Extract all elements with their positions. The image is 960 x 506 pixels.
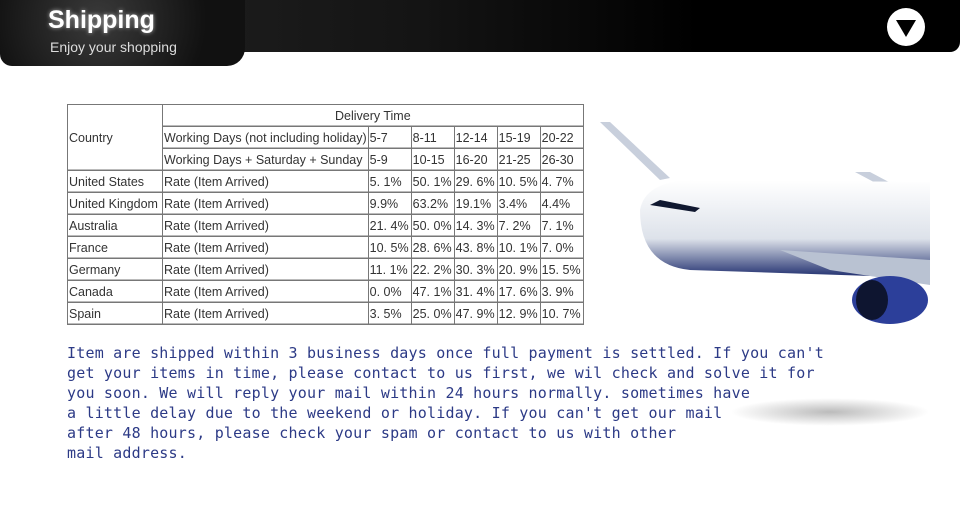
cell: 8-11: [410, 126, 455, 149]
cell: 21-25: [496, 148, 541, 171]
cell: 12-14: [453, 126, 498, 149]
cell: 26-30: [539, 148, 584, 171]
rate-cell: 21. 4%: [367, 214, 412, 237]
rate-cell: 3. 5%: [367, 302, 412, 325]
rate-label-cell: Rate (Item Arrived): [162, 258, 369, 281]
rate-cell: 3. 9%: [539, 280, 584, 303]
triangle-down-icon[interactable]: [887, 8, 925, 46]
table-row: Canada Rate (Item Arrived) 0. 0% 47. 1% 31. …: [67, 280, 584, 303]
rate-cell: 10. 5%: [496, 170, 541, 193]
rate-cell: 28. 6%: [410, 236, 455, 259]
cell: 15-19: [496, 126, 541, 149]
country-cell: France: [67, 236, 163, 259]
plane-shadow: [730, 398, 930, 426]
table-row: Spain Rate (Item Arrived) 3. 5% 25. 0% 47. 9…: [67, 302, 584, 325]
rate-cell: 7. 0%: [539, 236, 584, 259]
country-cell: Australia: [67, 214, 163, 237]
country-cell: Spain: [67, 302, 163, 325]
rate-cell: 11. 1%: [367, 258, 412, 281]
rate-cell: 14. 3%: [453, 214, 498, 237]
country-cell: Germany: [67, 258, 163, 281]
rate-cell: 10. 5%: [367, 236, 412, 259]
rate-cell: 7. 1%: [539, 214, 584, 237]
rate-cell: 50. 0%: [410, 214, 455, 237]
rate-cell: 22. 2%: [410, 258, 455, 281]
rate-label-cell: Rate (Item Arrived): [162, 236, 369, 259]
rate-cell: 29. 6%: [453, 170, 498, 193]
rate-cell: 9.9%: [367, 192, 412, 215]
rate-cell: 31. 4%: [453, 280, 498, 303]
airplane-image: [600, 122, 930, 324]
table-row: United Kingdom Rate (Item Arrived) 9.9% 63.…: [67, 192, 584, 215]
rate-cell: 47. 9%: [453, 302, 498, 325]
rate-cell: 7. 2%: [496, 214, 541, 237]
working-days-row: Working Days (not including holiday) 5-7…: [68, 126, 584, 149]
cell: 5-9: [367, 148, 412, 171]
rate-cell: 3.4%: [496, 192, 541, 215]
delivery-time-header: Delivery Time: [162, 104, 584, 127]
cell: 20-22: [539, 126, 584, 149]
note-line: get your items in time, please contact t…: [67, 364, 815, 382]
header-tab: [0, 0, 245, 66]
country-header: Country: [67, 104, 163, 171]
rate-cell: 4. 7%: [539, 170, 584, 193]
cell: 16-20: [453, 148, 498, 171]
delivery-table: Country Delivery Time Working Days (not …: [67, 104, 584, 325]
row-label: Working Days + Saturday + Sunday: [162, 148, 369, 171]
rate-cell: 12. 9%: [496, 302, 541, 325]
rate-cell: 10. 1%: [496, 236, 541, 259]
table-row: United States Rate (Item Arrived) 5. 1% 50.…: [67, 170, 584, 193]
row-label: Working Days (not including holiday): [162, 126, 369, 149]
cell: 5-7: [367, 126, 412, 149]
rate-label-cell: Rate (Item Arrived): [162, 214, 369, 237]
rate-cell: 19.1%: [453, 192, 498, 215]
rate-label-cell: Rate (Item Arrived): [162, 192, 369, 215]
rate-label-cell: Rate (Item Arrived): [162, 302, 369, 325]
note-line: Item are shipped within 3 business days …: [67, 344, 824, 362]
table-row: France Rate (Item Arrived) 10. 5% 28. 6% 43.…: [67, 236, 584, 259]
table-row: Germany Rate (Item Arrived) 11. 1% 22. 2% 30…: [67, 258, 584, 281]
country-cell: United Kingdom: [67, 192, 163, 215]
rate-cell: 25. 0%: [410, 302, 455, 325]
note-line: mail address.: [67, 444, 187, 462]
rate-cell: 5. 1%: [367, 170, 412, 193]
rate-cell: 50. 1%: [410, 170, 455, 193]
rate-cell: 15. 5%: [539, 258, 584, 281]
weekend-days-row: Working Days + Saturday + Sunday 5-9 10-…: [68, 148, 584, 171]
rate-label-cell: Rate (Item Arrived): [162, 280, 369, 303]
rate-cell: 43. 8%: [453, 236, 498, 259]
country-cell: United States: [67, 170, 163, 193]
rate-cell: 4.4%: [539, 192, 584, 215]
rate-label-cell: Rate (Item Arrived): [162, 170, 369, 193]
note-line: you soon. We will reply your mail within…: [67, 384, 751, 402]
cell: 10-15: [410, 148, 455, 171]
note-line: a little delay due to the weekend or hol…: [67, 404, 723, 422]
rate-cell: 17. 6%: [496, 280, 541, 303]
page-subtitle: Enjoy your shopping: [50, 39, 177, 55]
rate-cell: 47. 1%: [410, 280, 455, 303]
rate-cell: 63.2%: [410, 192, 455, 215]
table-row: Australia Rate (Item Arrived) 21. 4% 50. 0%…: [67, 214, 584, 237]
page-title: Shipping: [48, 6, 155, 34]
rate-cell: 0. 0%: [367, 280, 412, 303]
rate-cell: 30. 3%: [453, 258, 498, 281]
shipping-note: Item are shipped within 3 business days …: [67, 343, 824, 463]
rate-cell: 20. 9%: [496, 258, 541, 281]
note-line: after 48 hours, please check your spam o…: [67, 424, 677, 442]
country-cell: Canada: [67, 280, 163, 303]
rate-cell: 10. 7%: [539, 302, 584, 325]
